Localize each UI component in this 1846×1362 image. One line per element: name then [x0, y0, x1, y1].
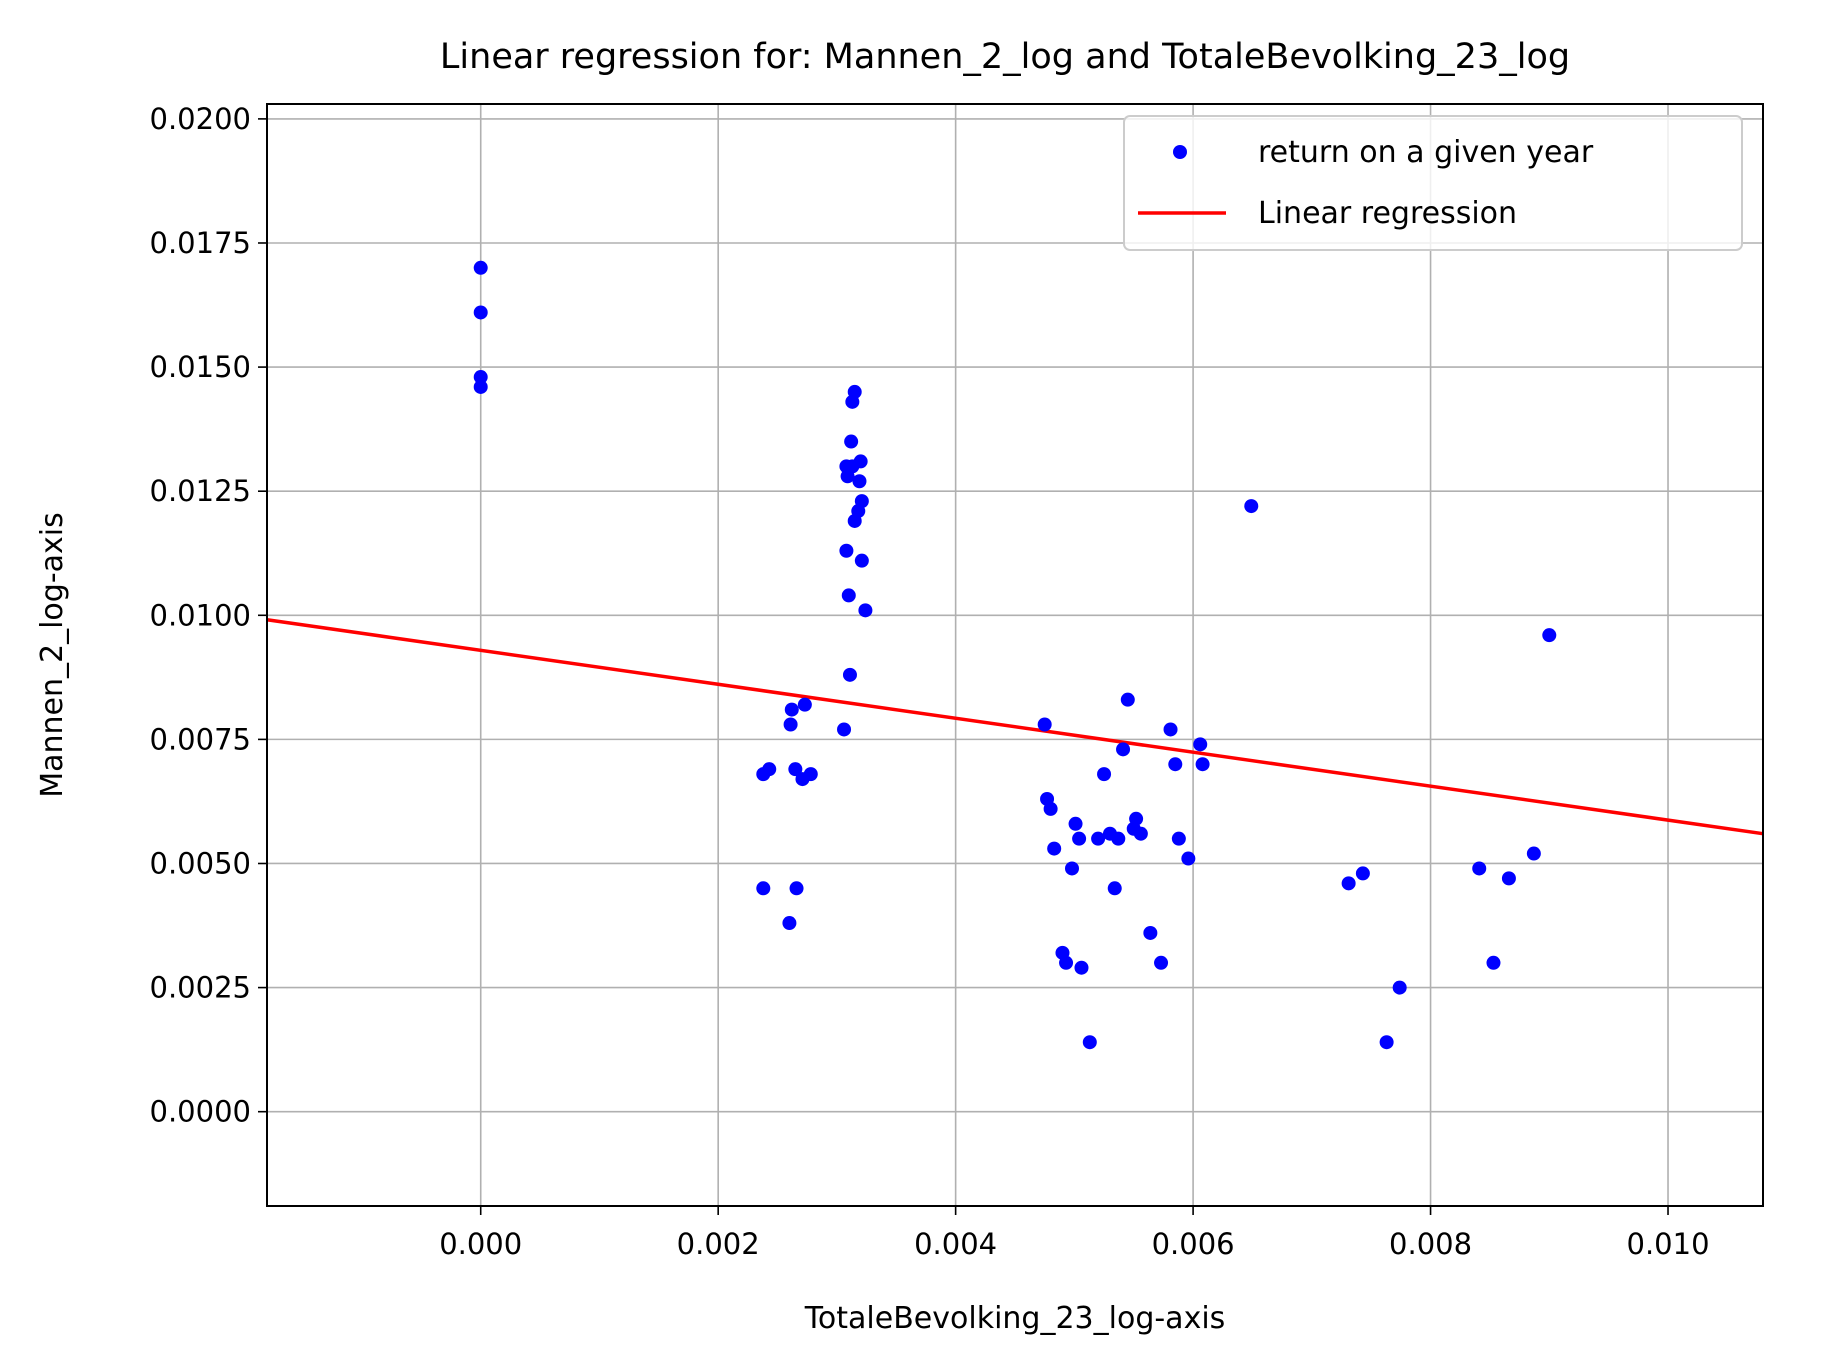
plot-frame: [266, 103, 1764, 1207]
scatter-point: [1163, 722, 1178, 737]
scatter-point: [1244, 499, 1259, 514]
scatter-point: [858, 603, 873, 618]
scatter-point: [473, 260, 488, 275]
scatter-point: [1082, 1035, 1097, 1050]
x-axis-label: TotaleBevolking_23_log-axis: [804, 1301, 1226, 1336]
scatter-point: [1193, 737, 1208, 752]
scatter-point: [1047, 841, 1062, 856]
scatter-points: [473, 260, 1557, 1050]
scatter-point: [1341, 876, 1356, 891]
y-axis-label: Mannen_2_log-axis: [35, 512, 70, 798]
scatter-point: [1037, 717, 1052, 732]
scatter-point: [847, 513, 862, 528]
scatter-point: [841, 588, 856, 603]
scatter-point: [1068, 816, 1083, 831]
scatter-point: [853, 454, 868, 469]
scatter-point: [1129, 811, 1144, 826]
scatter-point: [762, 762, 777, 777]
scatter-point: [788, 762, 803, 777]
scatter-point: [1120, 692, 1135, 707]
scatter-point: [473, 379, 488, 394]
regression-layer: [266, 618, 1764, 836]
legend-marker-scatter: [1173, 145, 1187, 159]
regression-line: [266, 618, 1764, 836]
scatter-point: [1501, 871, 1516, 886]
scatter-point: [783, 717, 798, 732]
scatter-point: [784, 702, 799, 717]
scatter-point: [852, 474, 867, 489]
x-tick-label: 0.006: [1152, 1227, 1235, 1261]
scatter-point: [847, 384, 862, 399]
x-tick-label: 0.002: [677, 1227, 760, 1261]
scatter-point: [1133, 826, 1148, 841]
scatter-point: [1091, 831, 1106, 846]
scatter-point: [839, 543, 854, 558]
scatter-point: [1097, 767, 1112, 782]
scatter-point: [1116, 742, 1131, 757]
scatter-point: [473, 305, 488, 320]
legend-box: [1123, 115, 1743, 251]
y-tick-label: 0.0025: [150, 971, 251, 1005]
scatter-point: [1379, 1035, 1394, 1050]
scatter-point: [1181, 851, 1196, 866]
scatter-point: [1059, 955, 1074, 970]
x-axis-ticks: 0.000 0.002 0.004 0.006 0.008 0.010: [439, 1206, 1710, 1261]
scatter-point: [1542, 628, 1557, 643]
y-tick-label: 0.0075: [150, 722, 251, 756]
legend: return on a given year Linear regression: [1123, 115, 1743, 251]
x-tick-label: 0.008: [1389, 1227, 1472, 1261]
scatter-point: [789, 881, 804, 896]
scatter-point: [1064, 861, 1079, 876]
scatter-point: [1472, 861, 1487, 876]
scatter-point: [1486, 955, 1501, 970]
legend-label-scatter: return on a given year: [1258, 135, 1594, 170]
scatter-point: [803, 767, 818, 782]
x-tick-label: 0.000: [439, 1227, 522, 1261]
y-tick-label: 0.0125: [150, 474, 251, 508]
scatter-point: [756, 881, 771, 896]
chart-title: Linear regression for: Mannen_2_log and …: [440, 37, 1570, 77]
scatter-point: [844, 434, 859, 449]
scatter-point: [782, 916, 797, 931]
scatter-point: [797, 697, 812, 712]
x-tick-label: 0.004: [914, 1227, 997, 1261]
scatter-point: [1168, 757, 1183, 772]
y-tick-label: 0.0175: [150, 226, 251, 260]
scatter-point: [1111, 831, 1126, 846]
scatter-point: [1171, 831, 1186, 846]
scatter-point: [1526, 846, 1541, 861]
scatter-point: [1154, 955, 1169, 970]
scatter-point: [1072, 831, 1087, 846]
scatter-point: [1195, 757, 1210, 772]
scatter-point: [1143, 925, 1158, 940]
scatter-point: [1392, 980, 1407, 995]
scatter-point: [1107, 881, 1122, 896]
scatter-point: [1074, 960, 1089, 975]
y-tick-label: 0.0100: [150, 598, 251, 632]
y-tick-label: 0.0000: [150, 1095, 251, 1129]
x-tick-label: 0.010: [1627, 1227, 1710, 1261]
scatter-point: [1043, 801, 1058, 816]
y-tick-label: 0.0200: [150, 102, 251, 136]
y-tick-label: 0.0150: [150, 350, 251, 384]
scatter-point: [854, 553, 869, 568]
legend-label-line: Linear regression: [1258, 196, 1517, 231]
grid: [267, 104, 1763, 1206]
scatter-point: [837, 722, 852, 737]
y-tick-label: 0.0050: [150, 846, 251, 880]
scatter-point: [842, 667, 857, 682]
scatter-point: [473, 370, 488, 385]
scatter-point: [854, 494, 869, 509]
scatter-point: [1355, 866, 1370, 881]
y-axis-ticks: 0.0000 0.0025 0.0050 0.0075 0.0100 0.0125 0.01…: [150, 102, 267, 1129]
